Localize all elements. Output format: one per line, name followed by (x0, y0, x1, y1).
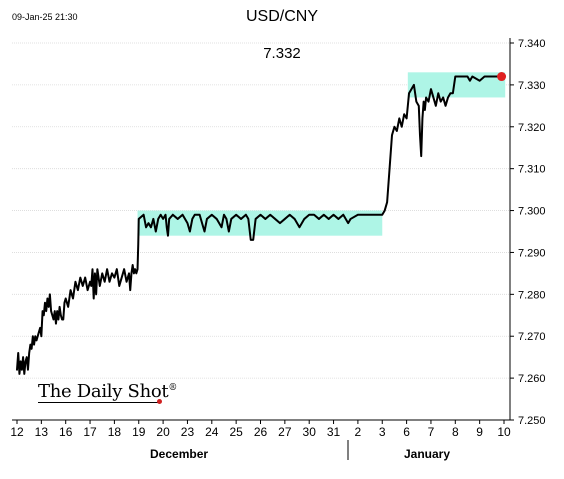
y-tick-label-7.250: 7.250 (518, 415, 546, 427)
last-value-label: 7.332 (263, 45, 301, 62)
x-tick-label-20: 10 (497, 425, 511, 439)
x-tick-label-5: 19 (132, 425, 146, 439)
x-tick-label-7: 23 (181, 425, 195, 439)
y-tick-label-7.330: 7.330 (518, 80, 546, 92)
x-tick-label-15: 3 (379, 425, 386, 439)
last-point-marker-group (497, 72, 507, 82)
x-tick-label-6: 20 (156, 425, 170, 439)
x-tick-label-8: 24 (205, 425, 219, 439)
chart-axes (12, 38, 514, 460)
x-tick-label-11: 27 (278, 425, 292, 439)
logo-registered-mark: ® (168, 383, 178, 393)
x-tick-label-2: 16 (59, 425, 73, 439)
logo-text: The Daily Shot (38, 381, 169, 402)
y-tick-label-7.310: 7.310 (518, 164, 546, 176)
y-tick-label-7.320: 7.320 (518, 122, 546, 134)
daily-shot-logo: The Daily Shot® (38, 381, 177, 402)
x-tick-label-0: 12 (10, 425, 24, 439)
logo-red-dot (157, 399, 162, 404)
y-tick-label-7.260: 7.260 (518, 373, 546, 385)
chart-timestamp: 09-Jan-25 21:30 (12, 12, 78, 22)
logo-underline (38, 402, 158, 403)
x-tick-label-16: 6 (403, 425, 410, 439)
last-point-marker (497, 72, 507, 82)
x-tick-label-19: 9 (476, 425, 483, 439)
x-tick-label-1: 13 (35, 425, 49, 439)
x-tick-label-4: 18 (108, 425, 122, 439)
x-tick-label-13: 31 (327, 425, 341, 439)
x-tick-label-18: 8 (452, 425, 459, 439)
x-tick-label-17: 7 (428, 425, 435, 439)
y-tick-label-7.340: 7.340 (518, 38, 546, 50)
x-tick-label-12: 30 (303, 425, 317, 439)
x-tick-label-3: 17 (83, 425, 97, 439)
y-axis-tick-labels: 7.250 7.260 7.270 7.280 7.290 7.300 7.310 7.320… (518, 38, 546, 427)
y-tick-label-7.270: 7.270 (518, 331, 546, 343)
x-tick-label-14: 2 (355, 425, 362, 439)
usdcny-series-line (16, 75, 503, 375)
highlight-bands (137, 72, 506, 236)
y-tick-label-7.290: 7.290 (518, 247, 546, 259)
month-label-december: December (150, 447, 209, 461)
chart-title: USD/CNY (245, 8, 318, 25)
y-tick-label-7.300: 7.300 (518, 206, 546, 218)
x-tick-label-10: 26 (254, 425, 268, 439)
chart-series (16, 75, 503, 375)
month-label-january: January (404, 447, 451, 461)
x-tick-label-9: 25 (229, 425, 243, 439)
x-axis-tick-labels: 12 13 16 17 18 19 20 23 24 25 26 27 30 31 2 3 6 7 8 9 10 (10, 425, 511, 439)
y-tick-label-7.280: 7.280 (518, 289, 546, 301)
